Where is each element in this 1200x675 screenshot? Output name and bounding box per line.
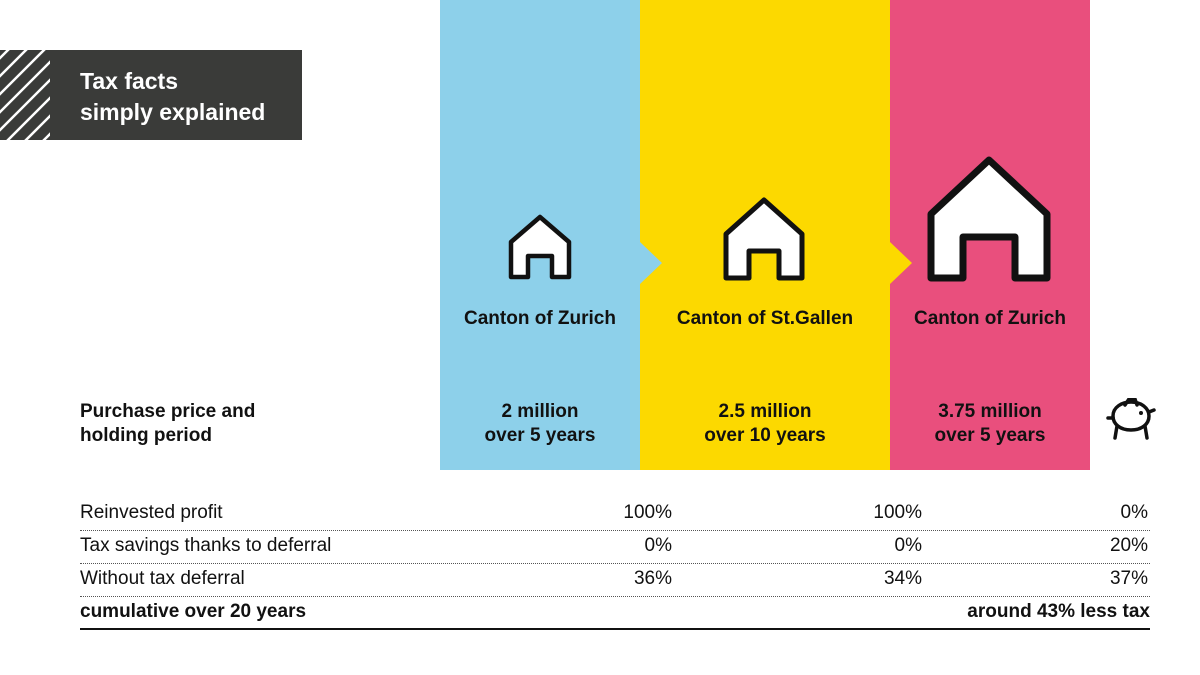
holding-period: over 10 years xyxy=(704,425,826,446)
tax-table: Reinvested profit 100% 100% 0% Tax savin… xyxy=(80,498,1150,630)
page-title-line1: Tax facts xyxy=(80,68,179,94)
table-cell: 34% xyxy=(883,568,922,589)
page-title-line2: simply explained xyxy=(80,99,266,125)
table-cell: 0% xyxy=(894,535,922,556)
holding-period: over 5 years xyxy=(934,425,1046,446)
price-amount: 3.75 million xyxy=(938,401,1042,422)
canton-name: Canton of Zurich xyxy=(464,308,616,329)
purchase-price: 3.75 million over 5 years xyxy=(890,400,1090,448)
row-header-line2: holding period xyxy=(80,425,212,446)
table-cell: 100% xyxy=(873,502,922,523)
row-header-line1: Purchase price and xyxy=(80,401,256,422)
table-row: Tax savings thanks to deferral 0% 0% 20% xyxy=(80,531,1150,564)
house-icon xyxy=(508,214,572,280)
purchase-price: 2 million over 5 years xyxy=(440,400,640,448)
table-cell: 37% xyxy=(1109,568,1148,589)
table-row: Reinvested profit 100% 100% 0% xyxy=(80,498,1150,531)
table-cell: 0% xyxy=(1120,502,1148,523)
table-cell: 20% xyxy=(1109,535,1148,556)
canton-name: Canton of St.Gallen xyxy=(676,308,854,329)
price-amount: 2 million xyxy=(501,401,579,422)
piggy-bank-icon xyxy=(1106,398,1156,440)
table-cell: 100% xyxy=(623,502,672,523)
house-icon xyxy=(927,156,1051,282)
table-cell: 0% xyxy=(644,535,672,556)
house-icon xyxy=(723,197,805,281)
total-label: cumulative over 20 years xyxy=(80,601,307,622)
price-amount: 2.5 million xyxy=(718,401,812,422)
total-summary: around 43% less tax xyxy=(967,601,1150,622)
row-header-purchase: Purchase price and holding period xyxy=(80,400,255,448)
row-label: Without tax deferral xyxy=(80,568,245,589)
canton-name: Canton of Zurich xyxy=(914,308,1066,329)
purchase-price: 2.5 million over 10 years xyxy=(640,400,890,448)
chevron-right-icon xyxy=(890,242,912,284)
row-label: Tax savings thanks to deferral xyxy=(80,535,332,556)
chevron-right-icon xyxy=(640,242,662,284)
table-total-row: cumulative over 20 years around 43% less… xyxy=(80,597,1150,630)
hatch-stripes xyxy=(0,50,50,140)
holding-period: over 5 years xyxy=(484,425,596,446)
header-badge: Tax facts simply explained xyxy=(0,50,302,140)
row-label: Reinvested profit xyxy=(80,502,223,523)
table-cell: 36% xyxy=(633,568,672,589)
table-row: Without tax deferral 36% 34% 37% xyxy=(80,564,1150,597)
page-title: Tax facts simply explained xyxy=(80,66,265,128)
